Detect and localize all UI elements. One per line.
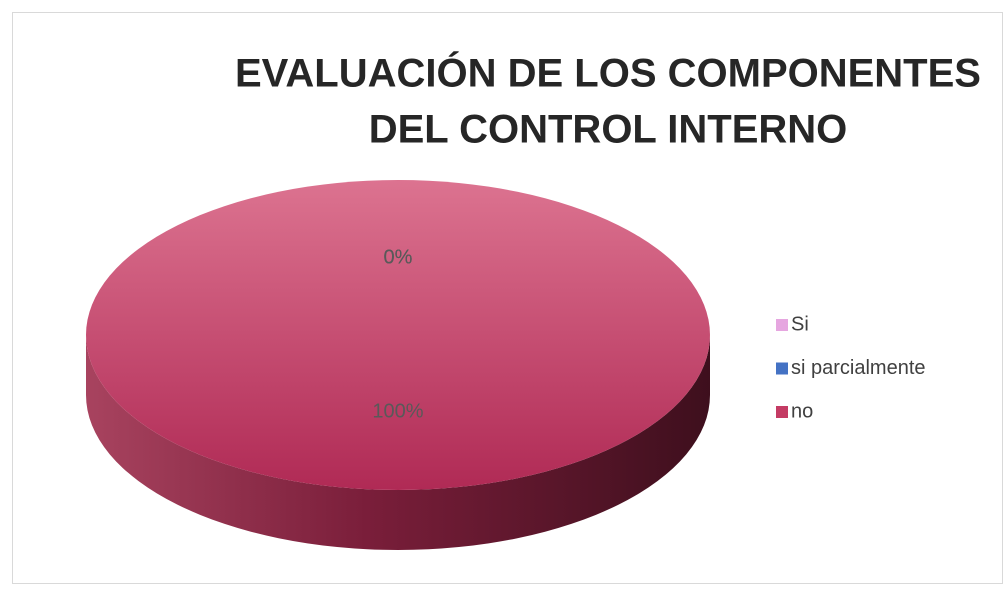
chart-title: EVALUACIÓN DE LOS COMPONENTES [235,50,981,96]
data-label: 0% [384,246,413,268]
legend-swatch [776,319,788,331]
legend-swatch [776,362,788,375]
data-label: 100% [372,400,423,422]
legend-label: si parcialmente [791,357,926,379]
slice [86,180,710,490]
legend-swatch [776,406,788,418]
slice-side [86,335,710,550]
legend-label: no [791,400,813,422]
data-label: 0% [384,246,413,268]
legend-label: Si [791,313,809,335]
chart-title: DEL CONTROL INTERNO [369,108,848,152]
